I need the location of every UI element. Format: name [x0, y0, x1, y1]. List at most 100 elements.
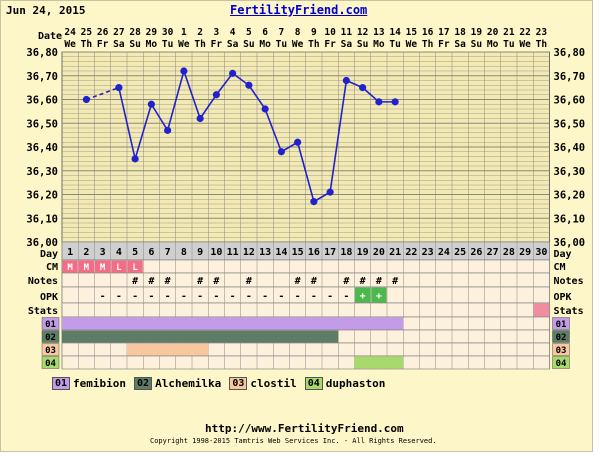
y-tick-label-left: 36,70 [26, 71, 58, 83]
date-number-label: 8 [295, 27, 301, 38]
med-bar-02 [62, 330, 339, 343]
y-tick-label-right: 36,10 [554, 213, 586, 225]
opk-mark: - [100, 291, 106, 302]
date-number-label: 23 [536, 27, 548, 38]
temp-line-segment [150, 103, 169, 131]
opk-mark: - [213, 291, 219, 302]
date-number-label: 26 [97, 27, 109, 38]
med-row-label-right-bg [552, 356, 570, 369]
weekday-label: Sa [227, 39, 239, 50]
temp-point [342, 76, 350, 85]
day-number-label: 13 [259, 247, 271, 258]
day-number-label: 15 [292, 247, 304, 258]
day-number-label: 4 [116, 247, 122, 258]
legend-label-01: femibion [73, 377, 127, 390]
y-tick-label-left: 36,50 [26, 118, 58, 130]
temp-line-segment [264, 108, 283, 153]
date-number-label: 28 [129, 27, 141, 38]
temp-line-segment [183, 70, 201, 119]
med-row-label: 02 [45, 333, 56, 343]
med-row-label-bg [41, 343, 60, 356]
med-row-label-right-bg [552, 330, 570, 343]
temp-line-segment [329, 80, 348, 193]
med-row-label-bg [41, 330, 60, 343]
weekday-label: Mo [146, 39, 158, 50]
y-tick-label-left: 36,20 [26, 190, 58, 202]
temp-point [82, 95, 90, 104]
opk-mark: - [311, 291, 317, 302]
row-label-right-day: Day [554, 249, 572, 260]
cm-label: M [100, 263, 106, 273]
date-number-label: 19 [471, 27, 483, 38]
weekday-label: We [292, 39, 304, 50]
date-number-label: 29 [146, 27, 158, 38]
day-number-label: 18 [340, 247, 352, 258]
med-row-label: 01 [45, 320, 56, 330]
temp-point [229, 69, 237, 77]
temp-point [375, 98, 383, 106]
temp-line-segment [248, 84, 266, 110]
footer-url[interactable]: http://www.FertilityFriend.com [205, 422, 404, 435]
weekday-label: We [406, 39, 418, 50]
date-number-label: 9 [311, 27, 317, 38]
date-number-label: 4 [230, 27, 236, 38]
temp-line-segment [362, 87, 380, 103]
day-number-label: 25 [454, 247, 466, 258]
row-label-right-opk: OPK [554, 292, 572, 303]
temp-point [261, 105, 269, 113]
cm-cell [111, 260, 127, 273]
y-tick-label-right: 36,70 [554, 71, 586, 83]
weekday-label: We [64, 39, 76, 50]
med-bar-04 [354, 356, 404, 369]
date-row-label: Date [38, 31, 62, 42]
opk-mark: - [132, 291, 138, 302]
y-tick-label-right: 36,80 [554, 47, 586, 59]
header-date: Jun 24, 2015 [6, 4, 86, 17]
date-number-label: 27 [113, 27, 124, 38]
legend-item-04: 04 duphaston [304, 377, 386, 390]
opk-mark: - [327, 291, 333, 302]
weekday-label: Su [471, 39, 482, 50]
day-number-label: 16 [308, 247, 320, 258]
temp-point [277, 148, 285, 156]
opk-mark: - [230, 291, 236, 302]
site-link[interactable]: FertilityFriend.com [230, 3, 368, 17]
note-mark: # [343, 276, 349, 287]
temp-line-segment [118, 87, 136, 160]
opk-mark: - [246, 291, 252, 302]
day-number-label: 21 [389, 247, 401, 258]
date-number-label: 1 [181, 27, 187, 38]
med-bar-01 [62, 317, 404, 330]
stats-marker [533, 303, 549, 317]
temp-point [131, 155, 139, 163]
weekday-label: Mo [373, 39, 385, 50]
med-row-label-right: 04 [556, 359, 567, 369]
opk-mark: - [181, 291, 187, 302]
row-label-right-cm: CM [554, 262, 566, 273]
date-number-label: 25 [81, 27, 93, 38]
opk-mark: - [148, 291, 154, 302]
date-number-label: 24 [64, 27, 76, 38]
opk-mark: - [165, 291, 171, 302]
cm-cell [95, 260, 111, 273]
note-mark: # [246, 276, 252, 287]
weekday-label: Su [357, 39, 368, 50]
footer-copyright: Copyright 1998-2015 Tamtris Web Services… [150, 437, 437, 445]
date-number-label: 5 [246, 27, 252, 38]
day-number-label: 29 [519, 247, 531, 258]
note-mark: # [165, 276, 171, 287]
legend-item-03: 03 clostil [229, 377, 297, 390]
y-tick-label-left: 36,80 [26, 47, 58, 59]
med-row-label: 03 [45, 346, 56, 356]
opk-mark: - [343, 291, 349, 302]
row-label-notes: Notes [28, 276, 58, 287]
weekday-label: We [178, 39, 190, 50]
day-number-label: 7 [165, 247, 171, 258]
y-tick-label-left: 36,10 [26, 213, 58, 225]
note-mark: # [376, 276, 382, 287]
temp-point [212, 91, 220, 99]
weekday-label: Tu [503, 39, 514, 50]
legend-label-04: duphaston [325, 377, 386, 390]
date-number-label: 12 [357, 27, 368, 38]
date-number-label: 3 [214, 27, 220, 38]
